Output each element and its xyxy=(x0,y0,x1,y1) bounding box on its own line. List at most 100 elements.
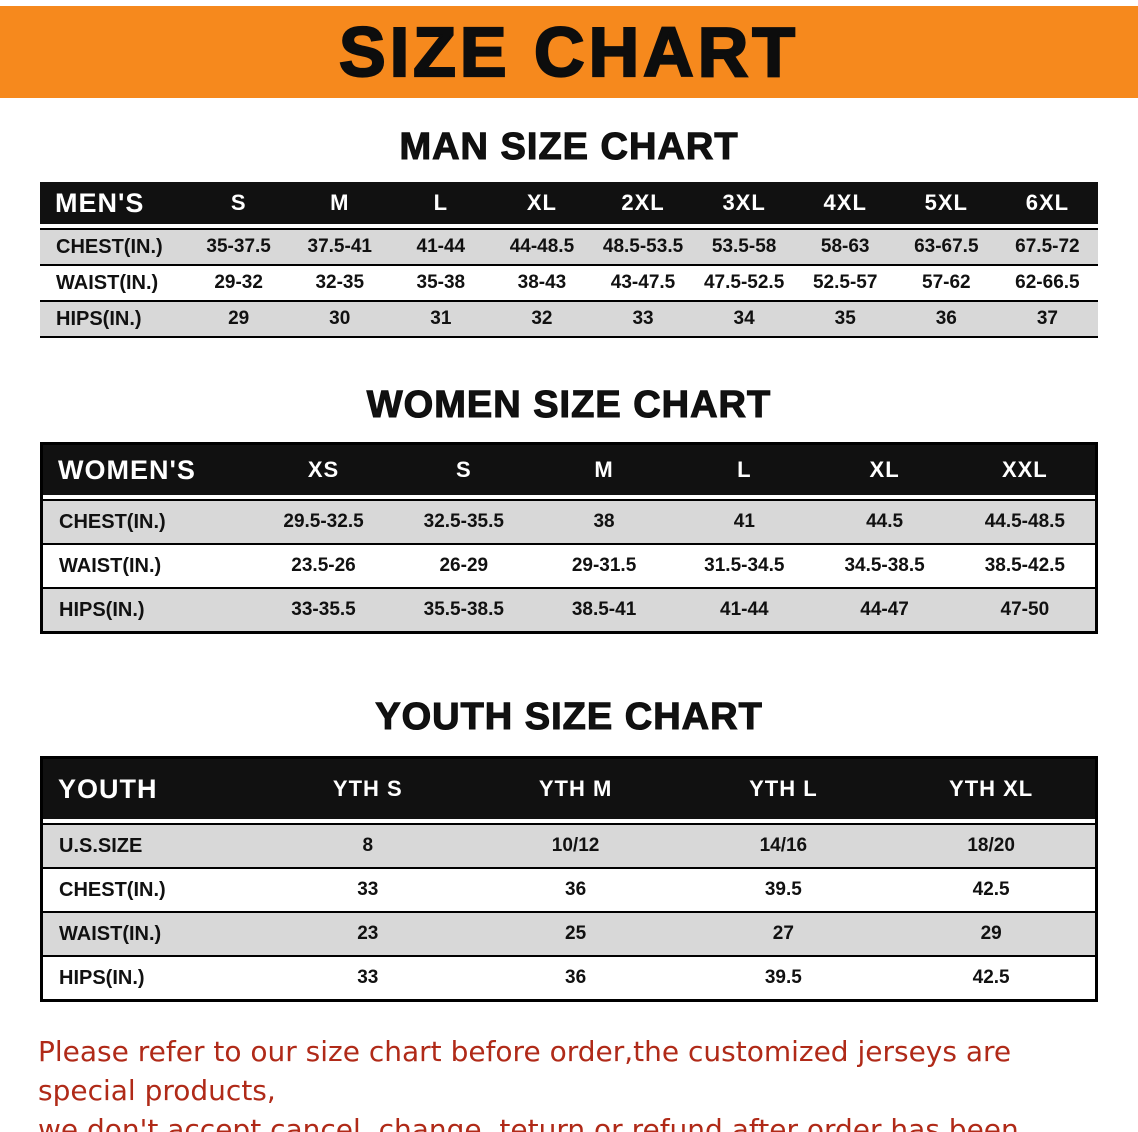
size-value: 10/12 xyxy=(551,835,600,856)
size-value: 33 xyxy=(632,308,654,329)
column-header: XS xyxy=(307,457,340,482)
size-value: 36 xyxy=(565,967,587,988)
table-row: WAIST(IN.) 23 25 27 29 xyxy=(43,911,1095,955)
size-value: 29.5-32.5 xyxy=(283,511,364,532)
size-value: 67.5-72 xyxy=(1015,236,1080,257)
size-value: 31.5-34.5 xyxy=(704,555,785,576)
size-value: 18/20 xyxy=(967,835,1015,856)
size-value: 32 xyxy=(531,308,553,329)
size-value: 34 xyxy=(733,308,755,329)
men-section-title: MAN SIZE CHART xyxy=(399,126,739,168)
size-value: 38-43 xyxy=(517,272,567,293)
size-value: 44.5 xyxy=(866,511,904,532)
women-size-table: WOMEN'S XS S M L XL XXL CHEST(IN.) 29.5-32.5 32.5… xyxy=(40,442,1098,634)
size-value: 32.5-35.5 xyxy=(423,511,504,532)
size-value: 37.5-41 xyxy=(307,236,372,257)
size-value: 39.5 xyxy=(764,967,802,988)
women-section-title: WOMEN SIZE CHART xyxy=(366,384,772,426)
column-header: M xyxy=(594,457,614,482)
table-row: CHEST(IN.) 33 36 39.5 42.5 xyxy=(43,867,1095,911)
row-label: HIPS(IN.) xyxy=(59,598,145,621)
column-header: M xyxy=(330,190,350,215)
size-value: 31 xyxy=(430,308,452,329)
size-value: 43-47.5 xyxy=(610,272,676,293)
size-value: 25 xyxy=(565,923,587,944)
table-header-row: YOUTH YTH S YTH M YTH L YTH XL xyxy=(43,759,1095,819)
column-header: L xyxy=(433,190,449,215)
column-header: 2XL xyxy=(621,190,665,215)
table-row: CHEST(IN.) 29.5-32.5 32.5-35.5 38 41 44.5 44.5… xyxy=(43,499,1095,543)
size-value: 29-32 xyxy=(214,272,263,293)
table-header-row: MEN'S S M L XL 2XL 3XL 4XL 5XL 6XL xyxy=(40,182,1098,224)
size-value: 38.5-42.5 xyxy=(984,555,1065,576)
column-header: 5XL xyxy=(924,190,968,215)
size-value: 33 xyxy=(357,879,379,900)
size-value: 35-38 xyxy=(416,272,466,293)
size-value: 33-35.5 xyxy=(291,599,356,620)
section-women-size-chart: WOMEN SIZE CHART WOMEN'S XS S M L XL XXL CHEST(… xyxy=(0,384,1138,634)
size-value: 29 xyxy=(980,923,1002,944)
column-header: XL xyxy=(869,457,900,482)
size-value: 23 xyxy=(357,923,379,944)
size-value: 47-50 xyxy=(1000,599,1050,620)
size-value: 26-29 xyxy=(439,555,489,576)
row-label: WAIST(IN.) xyxy=(56,271,159,294)
size-value: 42.5 xyxy=(972,967,1010,988)
size-value: 47.5-52.5 xyxy=(703,272,785,293)
size-value: 36 xyxy=(565,879,587,900)
size-value: 33 xyxy=(357,967,379,988)
size-value: 48.5-53.5 xyxy=(602,236,684,257)
table-row: WAIST(IN.) 29-32 32-35 35-38 38-43 43-47.5 47.… xyxy=(40,264,1098,300)
row-label: CHEST(IN.) xyxy=(59,510,166,533)
size-value: 39.5 xyxy=(764,879,802,900)
table-corner-label: WOMEN'S xyxy=(58,454,196,485)
size-value: 35-37.5 xyxy=(206,236,271,257)
size-value: 37 xyxy=(1036,308,1058,329)
size-value: 57-62 xyxy=(922,272,971,293)
column-header: S xyxy=(455,457,472,482)
column-header: XXL xyxy=(1001,457,1048,482)
size-value: 36 xyxy=(935,308,957,329)
size-value: 23.5-26 xyxy=(291,555,356,576)
disclaimer: Please refer to our size chart before or… xyxy=(38,1032,1100,1132)
column-header: YTH L xyxy=(749,776,818,801)
men-size-table: MEN'S S M L XL 2XL 3XL 4XL 5XL 6XL CHEST(IN.) 35-37… xyxy=(40,182,1098,338)
size-value: 62-66.5 xyxy=(1015,272,1080,293)
table-corner-label: YOUTH xyxy=(58,773,158,804)
size-value: 35 xyxy=(834,308,856,329)
column-header: YTH M xyxy=(538,776,613,801)
row-label: CHEST(IN.) xyxy=(59,878,166,901)
column-header: YTH S xyxy=(332,776,403,801)
table-row: HIPS(IN.) 33 36 39.5 42.5 xyxy=(43,955,1095,999)
size-value: 44.5-48.5 xyxy=(984,511,1065,532)
size-value: 38.5-41 xyxy=(571,599,637,620)
disclaimer-line-1: Please refer to our size chart before or… xyxy=(38,1035,1012,1108)
table-corner-label: MEN'S xyxy=(55,187,145,218)
table-row: HIPS(IN.) 33-35.5 35.5-38.5 38.5-41 41-44 44-… xyxy=(43,587,1095,631)
column-header: XL xyxy=(526,190,557,215)
table-row: HIPS(IN.) 29 30 31 32 33 34 35 36 37 xyxy=(40,300,1098,336)
size-value: 35.5-38.5 xyxy=(423,599,504,620)
column-header: L xyxy=(737,457,752,482)
section-youth-size-chart: YOUTH SIZE CHART YOUTH YTH S YTH M YTH L YTH… xyxy=(0,696,1138,1002)
size-value: 42.5 xyxy=(972,879,1010,900)
size-value: 14/16 xyxy=(759,835,808,856)
row-label: HIPS(IN.) xyxy=(59,966,145,989)
size-value: 63-67.5 xyxy=(914,236,979,257)
size-value: 41-44 xyxy=(416,236,466,257)
table-row: WAIST(IN.) 23.5-26 26-29 29-31.5 31.5-34.5 34… xyxy=(43,543,1095,587)
size-value: 30 xyxy=(329,308,351,329)
row-label: U.S.SIZE xyxy=(59,834,143,857)
size-value: 58-63 xyxy=(820,236,870,257)
size-value: 53.5-58 xyxy=(711,236,777,257)
size-value: 41 xyxy=(733,511,755,532)
row-label: HIPS(IN.) xyxy=(56,307,142,330)
size-value: 34.5-38.5 xyxy=(844,555,925,576)
column-header: 3XL xyxy=(722,190,766,215)
youth-section-title: YOUTH SIZE CHART xyxy=(375,696,763,738)
disclaimer-line-2: we don't accept cancel, change, teturn o… xyxy=(38,1113,1019,1132)
size-value: 41-44 xyxy=(720,599,769,620)
size-value: 44-47 xyxy=(860,599,909,620)
table-row: U.S.SIZE 8 10/12 14/16 18/20 xyxy=(43,823,1095,867)
column-header: 4XL xyxy=(823,190,867,215)
